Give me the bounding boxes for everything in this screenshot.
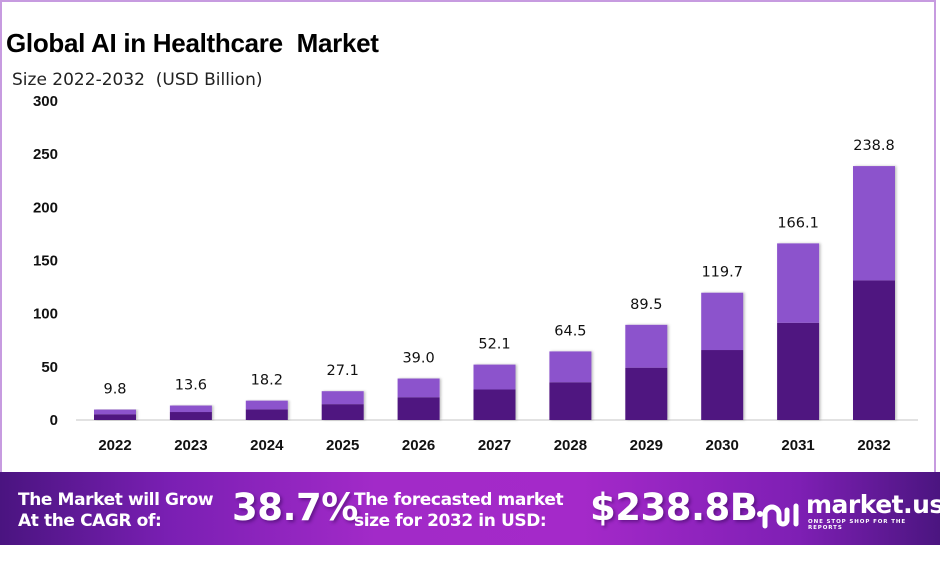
x-tick-label: 2027 [478,437,511,454]
x-tick-label: 2028 [554,437,587,454]
bar-segment-light [701,292,744,351]
data-label: 39.0 [402,351,434,367]
logo-tagline: ONE STOP SHOP FOR THE REPORTS [808,519,907,531]
bar-segment-dark [321,404,364,420]
data-label: 27.1 [327,363,359,379]
bar-2022 [94,409,136,420]
bar-segment-dark [397,397,440,420]
data-label: 9.8 [103,382,126,398]
x-tick-label: 2024 [250,437,284,454]
x-tick-label: 2023 [174,437,207,454]
data-label: 52.1 [478,337,510,353]
bar-segment-light [245,400,288,410]
bars [94,166,895,420]
bar-segment-dark [701,350,744,420]
bar-segment-dark [473,389,516,420]
forecast-caption-line1: The forecasted market [354,490,564,510]
bar-2025 [321,391,364,420]
market-us-logo-icon [757,503,799,529]
bar-segment-dark [625,367,668,420]
forecast-value: $238.8B [590,486,758,529]
logo-wordmark: market.us [806,490,940,519]
y-tick-label: 50 [41,359,58,376]
bar-chart: 0 50 100 150 200 250 300 9.8 13.6 18.2 27.1 39.0 52… [33,93,918,454]
bar-2030 [701,292,744,420]
bar-segment-light [397,378,440,398]
y-tick-label: 250 [33,146,58,163]
data-label: 89.5 [630,297,662,313]
chart-subtitle: Size 2022-2032 (USD Billion) [12,70,263,90]
chart-title: Global AI in Healthcare Market [6,28,379,58]
bar-segment-light [777,243,820,323]
y-tick-label: 100 [33,306,58,323]
bar-segment-dark [853,280,895,420]
bar-2026 [397,378,440,420]
x-tick-label: 2030 [706,437,739,454]
x-tick-label: 2032 [857,437,890,454]
bar-2029 [625,324,668,420]
bar-segment-dark [245,409,288,420]
x-tick-label: 2031 [781,437,814,454]
data-label: 13.6 [175,378,207,394]
bar-segment-dark [169,412,212,420]
bar-segment-light [549,351,592,383]
cagr-caption: The Market will Grow At the CAGR of: [18,490,214,532]
bar-2027 [473,364,516,420]
bar-2032 [853,166,895,420]
y-tick-label: 300 [33,93,58,110]
forecast-caption-line2: size for 2032 in USD: [354,511,547,531]
data-label: 238.8 [853,138,895,154]
x-tick-label: 2025 [326,437,359,454]
data-label: 64.5 [554,323,586,339]
bar-2028 [549,351,592,420]
y-axis: 0 50 100 150 200 250 300 [33,93,58,429]
x-tick-label: 2026 [402,437,435,454]
chart-frame [0,0,936,472]
y-tick-label: 200 [33,199,58,216]
x-axis: 2022 2023 2024 2025 2026 2027 2028 2029 2030 2031… [98,437,890,454]
cagr-caption-line1: The Market will Grow [18,490,214,510]
bar-segment-light [94,409,136,415]
bar-segment-light [625,324,668,368]
bar-2024 [245,400,288,420]
forecast-caption: The forecasted market size for 2032 in U… [354,490,564,532]
bar-2031 [777,243,820,420]
summary-banner [0,472,940,545]
bar-segment-light [853,166,895,281]
bar-segment-dark [777,322,820,420]
cagr-value: 38.7% [232,486,358,529]
bar-2023 [169,405,212,420]
bar-segment-light [473,364,516,390]
bar-segment-dark [549,382,592,420]
data-labels: 9.8 13.6 18.2 27.1 39.0 52.1 64.5 89.5 119.7 166.… [103,138,894,398]
data-label: 119.7 [701,265,743,281]
bar-segment-light [169,405,212,413]
y-tick-label: 0 [50,412,58,429]
bar-segment-dark [94,414,136,420]
bar-segment-light [321,391,364,405]
data-label: 166.1 [777,215,819,231]
cagr-caption-line2: At the CAGR of: [18,511,162,531]
x-tick-label: 2022 [98,437,131,454]
data-label: 18.2 [251,373,283,389]
x-tick-label: 2029 [630,437,663,454]
y-tick-label: 150 [33,253,58,270]
